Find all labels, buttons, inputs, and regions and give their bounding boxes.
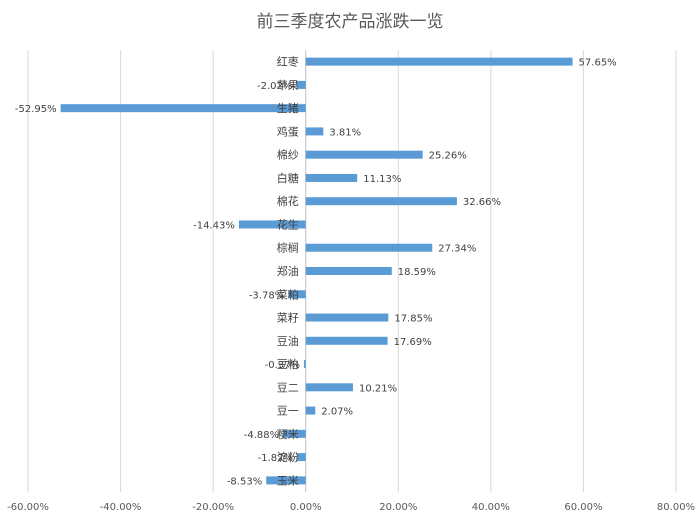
bar (288, 290, 306, 299)
category-label: 生猪 (277, 101, 299, 115)
category-label: 花生 (277, 217, 299, 231)
data-label: -1.87% (258, 453, 293, 464)
x-tick-label: 80.00% (657, 502, 695, 513)
data-label: -3.78% (249, 290, 284, 301)
bar (305, 243, 433, 252)
category-label: 菜籽 (277, 312, 299, 325)
category-label: 白糖 (277, 171, 299, 185)
bar (305, 267, 392, 275)
data-label: -4.88% (244, 430, 279, 441)
category-label: 红枣 (277, 56, 299, 69)
bar (305, 336, 388, 345)
data-label: -8.53% (227, 476, 262, 487)
x-tick-label: 40.00% (472, 502, 510, 513)
category-label: 粳米 (277, 427, 299, 441)
x-tick-label: -40.00% (100, 502, 142, 513)
category-label: 淀粉 (277, 450, 299, 464)
category-label: 菜粕 (277, 287, 299, 301)
bar (305, 406, 316, 415)
data-label: 27.34% (438, 244, 476, 255)
bar (304, 360, 306, 369)
x-tick-label: 20.00% (379, 502, 417, 513)
bar (238, 220, 306, 229)
data-labels: 57.65% -2.02% -52.95% 3.81% 25.26% 11.13% 32.6… (15, 58, 617, 488)
category-label: 棉纱 (277, 148, 299, 162)
data-label: 17.69% (394, 337, 432, 348)
data-label: 32.66% (463, 197, 501, 208)
bar (266, 476, 306, 485)
category-label: 豆一 (277, 405, 299, 418)
x-tick-label: 0.00% (290, 502, 322, 513)
bar (60, 104, 306, 113)
x-tick-label: -20.00% (192, 502, 234, 513)
data-label: -52.95% (15, 104, 57, 115)
data-label: 57.65% (579, 58, 617, 69)
data-label: -14.43% (193, 220, 235, 231)
category-label: 鸡蛋 (277, 124, 299, 138)
bar (283, 429, 306, 438)
bar (305, 57, 573, 66)
bars (60, 57, 573, 485)
category-label: 棕榈 (277, 241, 299, 255)
data-label: 2.07% (321, 407, 353, 418)
bar (305, 197, 457, 206)
bar (305, 173, 358, 182)
data-label: -0.37% (265, 360, 300, 371)
data-label: -2.02% (257, 81, 292, 92)
category-label: 豆二 (277, 381, 299, 394)
x-tick-label: -60.00% (7, 502, 49, 513)
data-label: 18.59% (398, 267, 436, 278)
data-label: 10.21% (359, 383, 397, 394)
gridlines (27, 50, 677, 492)
data-label: 11.13% (363, 174, 401, 185)
bar (305, 313, 389, 322)
category-label: 玉米 (277, 474, 299, 487)
category-label: 豆粕 (277, 357, 299, 371)
x-axis-ticks: -60.00% -40.00% -20.00% 0.00% 20.00% 40.00% 60… (7, 502, 695, 513)
chart-title: 前三季度农产品涨跌一览 (257, 12, 444, 32)
bar (305, 150, 423, 159)
category-label: 郑油 (277, 264, 299, 278)
category-label: 苹果 (277, 78, 299, 92)
bar (305, 383, 353, 392)
bar (305, 127, 324, 136)
x-tick-label: 60.00% (564, 502, 602, 513)
category-label: 棉花 (277, 194, 299, 208)
data-label: 3.81% (329, 127, 361, 138)
bar (297, 453, 306, 462)
data-label: 25.26% (429, 151, 467, 162)
data-label: 17.85% (394, 314, 432, 325)
bar (296, 80, 306, 89)
category-label: 豆油 (277, 334, 299, 348)
